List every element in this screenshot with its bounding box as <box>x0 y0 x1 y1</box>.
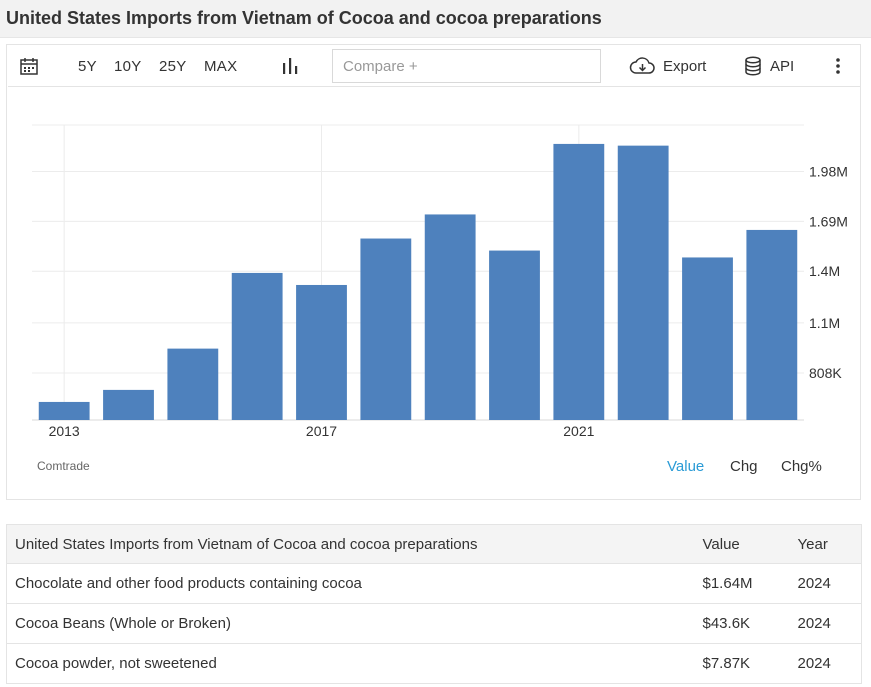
table-header-product: United States Imports from Vietnam of Co… <box>6 524 695 564</box>
page-title: United States Imports from Vietnam of Co… <box>6 8 602 28</box>
bar-2014[interactable] <box>103 389 154 420</box>
y-tick-label: 1.69M <box>809 213 848 229</box>
bar-2019[interactable] <box>424 214 476 420</box>
table-row[interactable]: Cocoa powder, not sweetened $7.87K 2024 <box>7 644 862 684</box>
bar-2017[interactable] <box>296 284 347 420</box>
x-tick-label: 2017 <box>306 423 337 439</box>
bar-2021[interactable] <box>553 143 605 421</box>
view-value-button[interactable]: Value <box>667 458 705 475</box>
bar-2022[interactable] <box>617 145 669 420</box>
y-tick-label: 1.98M <box>809 163 848 179</box>
imports-table: United States Imports from Vietnam of Co… <box>6 524 862 684</box>
range-25y-button[interactable]: 25Y <box>159 58 187 75</box>
view-chg-button[interactable]: Chg <box>730 458 758 475</box>
range-10y-button[interactable]: 10Y <box>114 58 142 75</box>
chart-toolbar: 5Y 10Y 25Y MAX Export API <box>8 45 861 87</box>
table-cell-product: Cocoa powder, not sweetened <box>15 655 217 672</box>
bar-2020[interactable] <box>489 250 540 420</box>
table-cell-value: $7.87K <box>702 655 751 672</box>
table-row[interactable]: Chocolate and other food products contai… <box>6 563 862 604</box>
bar-chart-icon[interactable] <box>281 57 299 75</box>
title-bar: United States Imports from Vietnam of Co… <box>0 0 871 38</box>
table-cell-year: 2024 <box>789 603 862 644</box>
bar-2023[interactable] <box>682 257 733 420</box>
calendar-icon[interactable] <box>20 57 38 75</box>
api-label: API <box>770 57 795 75</box>
source-label: Comtrade <box>37 459 90 473</box>
table-row[interactable]: Cocoa Beans (Whole or Broken) $43.6K 202… <box>6 603 862 644</box>
database-icon <box>745 56 761 76</box>
bar-2013[interactable] <box>38 401 90 420</box>
table-cell-year: 2024 <box>797 655 831 672</box>
table-cell-product: Chocolate and other food products contai… <box>6 563 695 604</box>
cloud-download-icon <box>629 57 655 74</box>
compare-input[interactable] <box>332 49 601 83</box>
export-label: Export <box>663 57 707 75</box>
table-cell-year: 2024 <box>789 563 862 604</box>
bar-chart: 808K 1.1M 1.4M 1.69M 1.98M 2013 2017 2021 <box>32 124 848 439</box>
vertical-dots-icon[interactable] <box>832 56 844 76</box>
bar-2018[interactable] <box>360 238 412 420</box>
bar-2015[interactable] <box>167 348 219 420</box>
range-max-button[interactable]: MAX <box>204 58 238 75</box>
table-header-row: United States Imports from Vietnam of Co… <box>6 524 862 564</box>
x-tick-label: 2021 <box>563 423 594 439</box>
range-5y-button[interactable]: 5Y <box>78 58 97 75</box>
bar-2016[interactable] <box>231 272 283 420</box>
y-tick-label: 1.1M <box>809 315 840 331</box>
table-cell-value: $1.64M <box>694 563 790 604</box>
y-tick-label: 808K <box>809 365 842 381</box>
view-chg-percent-button[interactable]: Chg% <box>781 458 822 475</box>
y-tick-label: 1.4M <box>809 263 840 279</box>
bar-2024[interactable] <box>746 229 798 420</box>
x-tick-label: 2013 <box>49 423 80 439</box>
table-cell-product: Cocoa Beans (Whole or Broken) <box>6 603 695 644</box>
export-button[interactable]: Export <box>629 55 706 77</box>
table-cell-value: $43.6K <box>694 603 790 644</box>
table-header-year: Year <box>789 524 862 564</box>
table-header-value: Value <box>694 524 790 564</box>
api-button[interactable]: API <box>744 55 794 77</box>
